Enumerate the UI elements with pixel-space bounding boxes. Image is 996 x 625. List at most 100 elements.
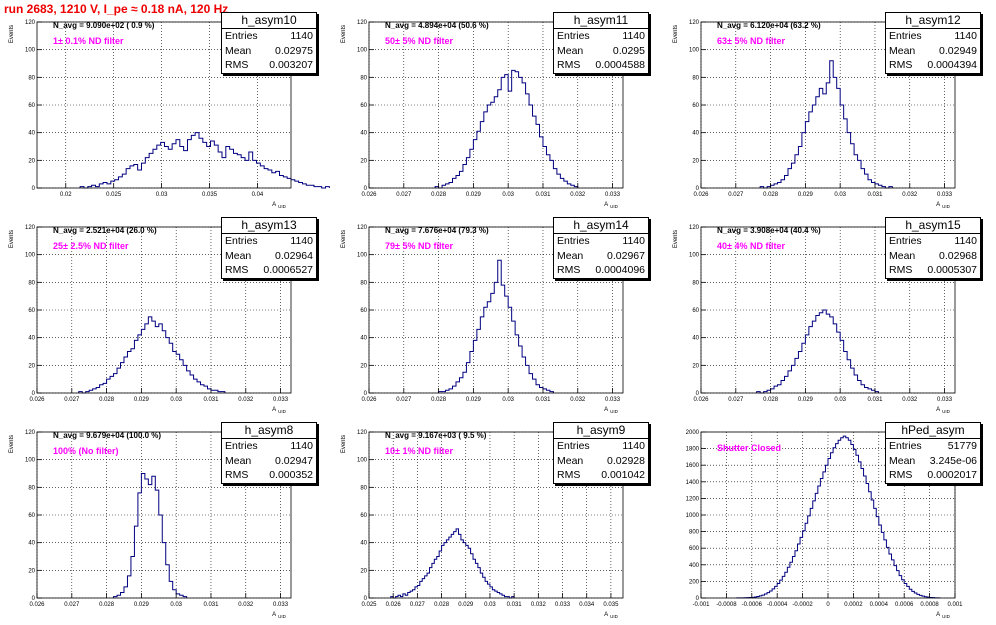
- y-tick-label: 40: [360, 131, 367, 137]
- x-tick-label: 0.032: [902, 192, 918, 198]
- navg-annotation: N_avg = 9.679e+04 (100.0 %): [53, 431, 161, 440]
- stats-row-rms: RMS 0.003207: [222, 58, 316, 73]
- stats-box: h_asym9 Entries 1140 Mean 0.02928 RMS 0.001042: [553, 422, 649, 484]
- y-axis-title: Events: [9, 230, 15, 248]
- y-tick-label: 0: [696, 186, 700, 192]
- x-tick-label: 0.031: [203, 397, 219, 403]
- stats-value-rms: 0.003207: [269, 59, 313, 71]
- stats-value-mean: 0.02947: [275, 454, 313, 467]
- stats-label-mean: Mean: [889, 249, 916, 262]
- histogram-name: h_asym15: [886, 218, 980, 234]
- x-tick-label: 0.029: [798, 397, 814, 403]
- x-tick-label: 0.029: [466, 192, 482, 198]
- x-tick-label: 0.026: [29, 397, 45, 403]
- y-tick-label: 60: [692, 308, 699, 314]
- stats-row-entries: Entries 1140: [222, 439, 316, 454]
- y-tick-label: 1600: [686, 463, 700, 469]
- stats-label-entries: Entries: [557, 235, 590, 247]
- y-tick-label: 120: [689, 225, 700, 231]
- stats-label-mean: Mean: [557, 454, 584, 467]
- stats-value-rms: 0.0006527: [263, 264, 313, 276]
- y-tick-label: 40: [28, 336, 35, 342]
- y-tick-label: 20: [360, 568, 367, 574]
- stats-value-mean: 0.02949: [939, 44, 977, 57]
- x-axis-title: A UID: [936, 407, 951, 414]
- y-axis-title: Events: [9, 435, 15, 453]
- y-tick-label: 40: [28, 541, 35, 547]
- stats-value-entries: 1140: [954, 30, 977, 42]
- stats-row-mean: Mean 0.02947: [222, 454, 316, 469]
- stats-label-rms: RMS: [889, 469, 913, 481]
- x-tick-label: 0.026: [361, 192, 377, 198]
- stats-value-rms: 0.0002017: [927, 469, 977, 481]
- stats-row-mean: Mean 3.245e-06: [886, 454, 980, 469]
- y-tick-label: 2000: [686, 430, 700, 436]
- histogram-svg: 0.02 0.025 0.03 0.035 0.04 0 20 40 60 80 100 120 A UI…: [9, 20, 330, 209]
- x-tick-label: 0.03: [834, 192, 846, 198]
- y-tick-label: 120: [25, 20, 36, 26]
- histogram-series: [756, 309, 879, 394]
- y-tick-label: 80: [692, 75, 699, 81]
- stats-label-rms: RMS: [225, 264, 249, 276]
- filter-annotation: 1± 0.1% ND filter: [53, 36, 124, 46]
- x-tick-label: 0.03: [834, 397, 846, 403]
- x-tick-label: 0.029: [798, 192, 814, 198]
- y-tick-label: 80: [28, 485, 35, 491]
- stats-row-rms: RMS 0.0004588: [554, 58, 648, 73]
- stats-row-entries: Entries 1140: [222, 234, 316, 249]
- histogram-svg: 0.026 0.027 0.028 0.029 0.03 0.031 0.032 0.033 0…: [9, 430, 292, 619]
- stats-value-mean: 3.245e-06: [929, 454, 977, 467]
- stats-box: h_asym14 Entries 1140 Mean 0.02967 RMS 0.00040…: [553, 217, 649, 279]
- stats-row-mean: Mean 0.0295: [554, 44, 648, 59]
- x-axis-title: A UID: [604, 612, 619, 619]
- stats-box: h_asym15 Entries 1140 Mean 0.02968 RMS 0.00053…: [885, 217, 981, 279]
- x-tick-label: 0.033: [937, 192, 953, 198]
- histogram-name: h_asym14: [554, 218, 648, 234]
- x-tick-label: 0.02: [60, 192, 72, 198]
- y-tick-label: 80: [28, 280, 35, 286]
- stats-label-mean: Mean: [557, 249, 584, 262]
- x-tick-label: 0.029: [458, 602, 474, 608]
- x-tick-label: 0.0008: [920, 602, 939, 608]
- histogram-name: h_asym8: [222, 423, 316, 439]
- stats-label-entries: Entries: [889, 235, 922, 247]
- stats-box: hPed_asym Entries 51779 Mean 3.245e-06 RMS 0.0…: [885, 422, 981, 484]
- x-tick-label: 0.031: [867, 192, 883, 198]
- y-tick-label: 100: [25, 48, 36, 54]
- stats-label-mean: Mean: [557, 44, 584, 57]
- filter-annotation: 50± 5% ND filter: [385, 36, 453, 46]
- navg-annotation: N_avg = 7.676e+04 (79.3 %): [385, 226, 489, 235]
- stats-label-mean: Mean: [225, 249, 252, 262]
- y-tick-label: 0: [364, 186, 368, 192]
- x-tick-label: 0.0006: [895, 602, 914, 608]
- stats-row-mean: Mean 0.02928: [554, 454, 648, 469]
- x-tick-label: 0.032: [902, 397, 918, 403]
- x-tick-label: 0.03: [502, 192, 514, 198]
- x-tick-label: -0.0006: [742, 602, 763, 608]
- x-tick-label: 0.028: [431, 397, 447, 403]
- y-tick-label: 60: [28, 513, 35, 519]
- y-tick-label: 0: [364, 596, 368, 602]
- filter-annotation: 25± 2.5% ND filter: [53, 241, 129, 251]
- x-tick-label: 0.028: [99, 602, 115, 608]
- filter-annotation: 40± 4% ND filter: [717, 241, 785, 251]
- x-tick-label: 0.026: [29, 602, 45, 608]
- histogram-svg: 0.026 0.027 0.028 0.029 0.03 0.031 0.032 0.033 0…: [673, 20, 956, 209]
- x-tick-label: 0.026: [361, 397, 377, 403]
- x-tick-label: 0.031: [203, 602, 219, 608]
- y-axis-title: Events: [673, 25, 679, 43]
- histogram-series: [434, 69, 579, 189]
- filter-annotation: Shutter Closed: [717, 443, 781, 453]
- y-tick-label: 80: [360, 485, 367, 491]
- histogram-series: [79, 132, 330, 189]
- x-tick-label: 0.026: [386, 602, 402, 608]
- x-tick-label: 0.028: [431, 192, 447, 198]
- stats-box: h_asym12 Entries 1140 Mean 0.02949 RMS 0.00043…: [885, 12, 981, 74]
- navg-annotation: N_avg = 3.908e+04 (40.4 %): [717, 226, 821, 235]
- y-tick-label: 20: [28, 568, 35, 574]
- stats-row-rms: RMS 0.001042: [554, 468, 648, 483]
- stats-box: h_asym10 Entries 1140 Mean 0.02975 RMS 0.00320…: [221, 12, 317, 74]
- stats-value-entries: 1140: [954, 235, 977, 247]
- histogram-svg: 0.026 0.027 0.028 0.029 0.03 0.031 0.032 0.033 0…: [341, 225, 624, 414]
- stats-value-entries: 1140: [622, 235, 645, 247]
